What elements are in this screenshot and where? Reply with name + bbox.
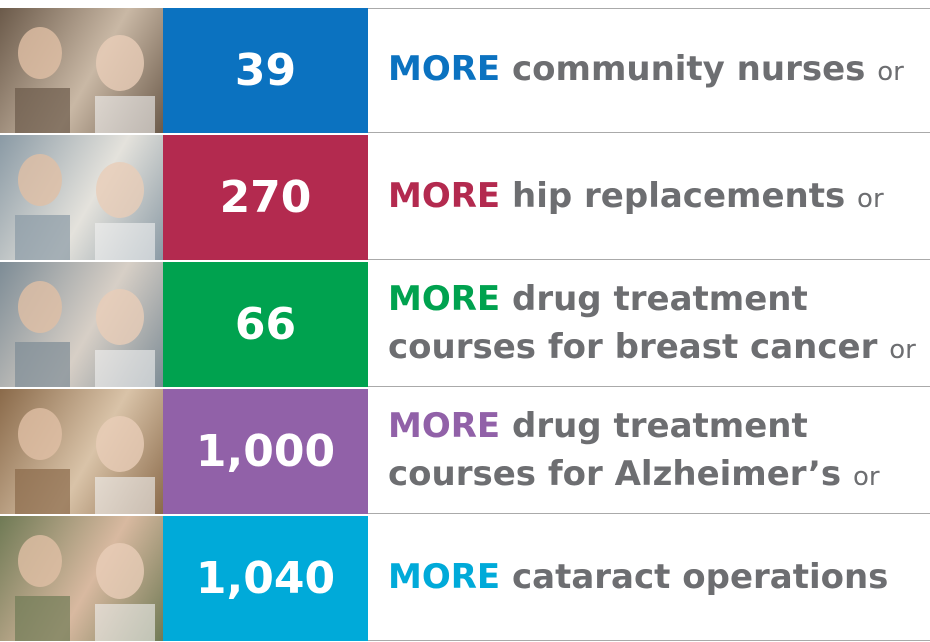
row: 66 MORE drug treatment courses for breast… bbox=[0, 262, 930, 387]
number-box: 270 bbox=[163, 135, 368, 260]
suffix: or bbox=[877, 57, 904, 87]
number: 1,040 bbox=[196, 553, 335, 604]
photo-shapes bbox=[0, 389, 163, 514]
number-box: 39 bbox=[163, 8, 368, 133]
row: 270 MORE hip replacements or bbox=[0, 135, 930, 260]
photo bbox=[0, 516, 163, 641]
suffix: or bbox=[853, 462, 880, 492]
number-box: 1,040 bbox=[163, 516, 368, 641]
photo bbox=[0, 262, 163, 387]
number: 66 bbox=[235, 299, 296, 350]
more: MORE bbox=[388, 176, 500, 216]
number: 270 bbox=[220, 172, 312, 223]
more: MORE bbox=[388, 406, 500, 446]
row: 39 MORE community nurses or bbox=[0, 8, 930, 133]
photo-shapes bbox=[0, 135, 163, 260]
more: MORE bbox=[388, 557, 500, 597]
number: 1,000 bbox=[196, 426, 335, 477]
description: MORE drug treatment courses for Alzheime… bbox=[368, 389, 930, 514]
description: MORE drug treatment courses for breast c… bbox=[368, 262, 930, 387]
description: MORE hip replacements or bbox=[368, 135, 930, 260]
item: community nurses bbox=[512, 49, 865, 89]
description: MORE community nurses or bbox=[368, 8, 930, 133]
suffix: or bbox=[889, 335, 916, 365]
item: cataract operations bbox=[512, 557, 888, 597]
suffix: or bbox=[857, 184, 884, 214]
photo-shapes bbox=[0, 262, 163, 387]
description-text: MORE community nurses or bbox=[388, 46, 904, 94]
infographic: 39 MORE community nurses or 270 MORE hip re… bbox=[0, 0, 930, 642]
photo bbox=[0, 135, 163, 260]
number: 39 bbox=[235, 45, 296, 96]
description-text: MORE cataract operations bbox=[388, 554, 888, 602]
row: 1,040 MORE cataract operations bbox=[0, 516, 930, 641]
more: MORE bbox=[388, 49, 500, 89]
photo-shapes bbox=[0, 8, 163, 133]
number-box: 1,000 bbox=[163, 389, 368, 514]
description-text: MORE drug treatment courses for Alzheime… bbox=[388, 403, 920, 498]
item: hip replacements bbox=[512, 176, 845, 216]
row: 1,000 MORE drug treatment courses for Alz… bbox=[0, 389, 930, 514]
description-text: MORE drug treatment courses for breast c… bbox=[388, 276, 920, 371]
photo bbox=[0, 8, 163, 133]
number-box: 66 bbox=[163, 262, 368, 387]
description: MORE cataract operations bbox=[368, 516, 930, 641]
description-text: MORE hip replacements or bbox=[388, 173, 884, 221]
photo-shapes bbox=[0, 516, 163, 641]
photo bbox=[0, 389, 163, 514]
more: MORE bbox=[388, 279, 500, 319]
